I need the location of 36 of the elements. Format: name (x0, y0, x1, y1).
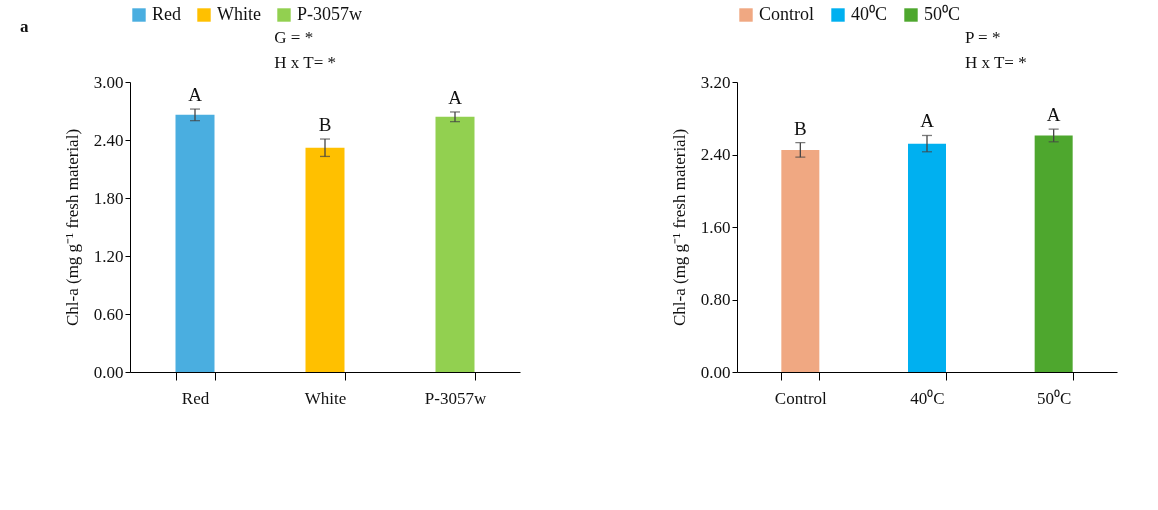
annotation: A (1046, 104, 1061, 126)
y-tick-label: 3.20 (700, 72, 731, 92)
x-tick-label: 50⁰C (1036, 388, 1072, 408)
y-tick-label: 0.00 (700, 362, 731, 382)
x-tick-label: P-3057w (424, 388, 487, 408)
text: P = * (965, 28, 1001, 47)
annotation: B (318, 114, 332, 136)
annotation: B (793, 117, 807, 139)
y-tick-label: 0.80 (700, 290, 731, 309)
annotation: A (448, 86, 463, 108)
y-axis-title: Chl-a (mg g⁻¹ fresh material) (669, 128, 689, 327)
x-tick-label: White (304, 388, 347, 408)
legend-label: P-3057w (297, 4, 363, 24)
x-tick-label: Red (181, 388, 210, 408)
legend-label: Red (152, 4, 181, 24)
text: G = * (274, 28, 314, 47)
x-tick-label: Control (774, 388, 828, 408)
y-tick-label: 0.00 (93, 362, 124, 382)
legend-label: 50⁰C (924, 4, 961, 24)
y-tick-label: 1.20 (93, 246, 124, 266)
annotation: A (920, 110, 935, 132)
y-tick-label: 1.60 (700, 217, 731, 237)
y-tick-label: 0.60 (93, 304, 124, 324)
x-tick-label: 40⁰C (910, 388, 945, 408)
y-tick-label: 1.80 (93, 188, 124, 208)
annotation: A (188, 84, 203, 106)
legend-label: 40⁰C (851, 4, 888, 24)
y-tick-label: 2.40 (93, 130, 124, 150)
legend-label: Control (759, 4, 815, 24)
y-tick-label: 2.40 (700, 145, 731, 164)
legend-label: White (217, 4, 261, 24)
text: H x T= * (274, 53, 336, 72)
y-axis-title: Chl-a (mg g⁻¹ fresh material) (62, 128, 82, 327)
text: H x T= * (965, 53, 1027, 72)
chart-title: a (20, 17, 29, 36)
y-tick-label: 3.00 (93, 72, 124, 92)
